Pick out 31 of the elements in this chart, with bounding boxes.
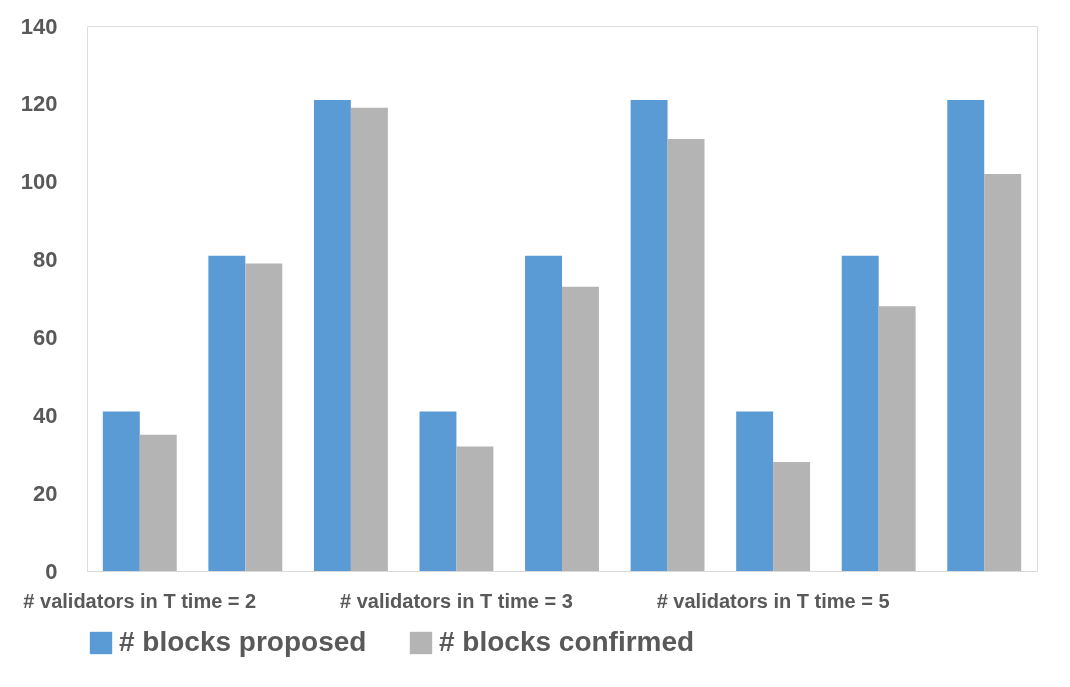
y-tick-label: 80 xyxy=(33,247,58,273)
bar xyxy=(525,255,562,571)
legend-label: # blocks confirmed xyxy=(439,626,695,657)
y-tick-label: 20 xyxy=(33,480,58,506)
bar xyxy=(102,411,140,571)
bar xyxy=(736,411,774,571)
bar xyxy=(562,286,599,571)
bar xyxy=(456,446,494,571)
bar xyxy=(419,411,457,571)
x-tick-label: # validators in T time = 5 xyxy=(656,589,890,612)
y-tick-label: 140 xyxy=(20,13,58,39)
legend-label: # blocks proposed xyxy=(119,626,367,657)
bar xyxy=(139,434,177,571)
y-tick-label: 60 xyxy=(33,324,58,350)
bar xyxy=(773,462,811,571)
bar xyxy=(947,99,985,571)
y-tick-label: 100 xyxy=(20,169,58,195)
y-tick-label: 120 xyxy=(20,91,58,117)
bar xyxy=(630,99,668,571)
bar xyxy=(841,255,879,571)
x-tick-label: # validators in T time = 3 xyxy=(340,589,573,612)
bar xyxy=(208,255,246,571)
bar xyxy=(984,173,1022,571)
y-tick-label: 0 xyxy=(45,558,58,584)
bar xyxy=(667,138,705,571)
bar xyxy=(245,263,283,571)
x-tick-label: # validators in T time = 2 xyxy=(23,589,257,612)
bar xyxy=(878,306,916,571)
y-tick-label: 40 xyxy=(33,402,58,428)
bar xyxy=(350,107,388,571)
bar xyxy=(313,99,351,571)
